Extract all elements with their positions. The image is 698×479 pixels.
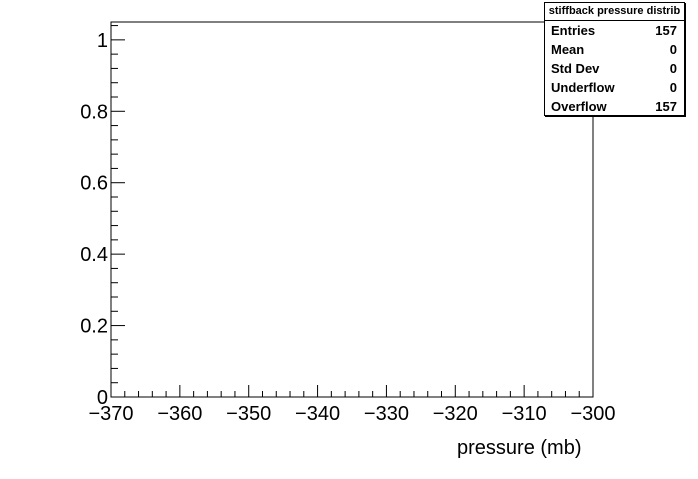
stats-label: Entries (551, 23, 596, 38)
x-tick-label: −330 (364, 403, 409, 425)
stats-row-underflow: Underflow 0 (545, 78, 684, 97)
y-tick-label: 0.6 (80, 173, 108, 195)
stats-label: Std Dev (551, 61, 600, 76)
x-tick-label: −340 (295, 403, 340, 425)
y-tick-label: 0.8 (80, 101, 108, 123)
y-tick-label: 0 (97, 387, 108, 409)
y-axis-tick-labels: 0 0.2 0.4 0.6 0.8 1 (80, 30, 108, 409)
x-axis-title: pressure (mb) (457, 437, 582, 459)
stats-value: 0 (669, 61, 677, 76)
axis-frame (110, 21, 594, 398)
x-tick-label: −320 (433, 403, 478, 425)
plot-frame (110, 21, 594, 398)
y-tick-label: 1 (97, 30, 108, 52)
stats-value: 157 (655, 23, 677, 38)
x-tick-label: −350 (226, 403, 271, 425)
x-axis-ticks (110, 385, 594, 397)
stats-row-entries: Entries 157 (545, 21, 684, 40)
x-axis-tick-labels: −370 −360 −350 −340 −330 −320 −310 −300 (88, 403, 615, 425)
stats-row-mean: Mean 0 (545, 40, 684, 59)
stats-value: 157 (655, 99, 677, 114)
stats-value: 0 (669, 42, 677, 57)
stats-label: Underflow (551, 80, 615, 95)
y-tick-label: 0.2 (80, 316, 108, 338)
stats-title: stiffback pressure distrib (545, 3, 684, 21)
stats-box: stiffback pressure distrib Entries 157 M… (544, 2, 685, 116)
x-tick-label: −370 (88, 403, 133, 425)
y-tick-label: 0.4 (80, 244, 108, 266)
stats-value: 0 (669, 80, 677, 95)
stats-row-overflow: Overflow 157 (545, 97, 684, 116)
stats-label: Overflow (551, 99, 607, 114)
stats-label: Mean (551, 42, 585, 57)
y-axis-ticks (111, 25, 125, 398)
x-tick-label: −310 (502, 403, 547, 425)
x-tick-label: −300 (570, 403, 615, 425)
stats-row-std-dev: Std Dev 0 (545, 59, 684, 78)
x-tick-label: −360 (157, 403, 202, 425)
